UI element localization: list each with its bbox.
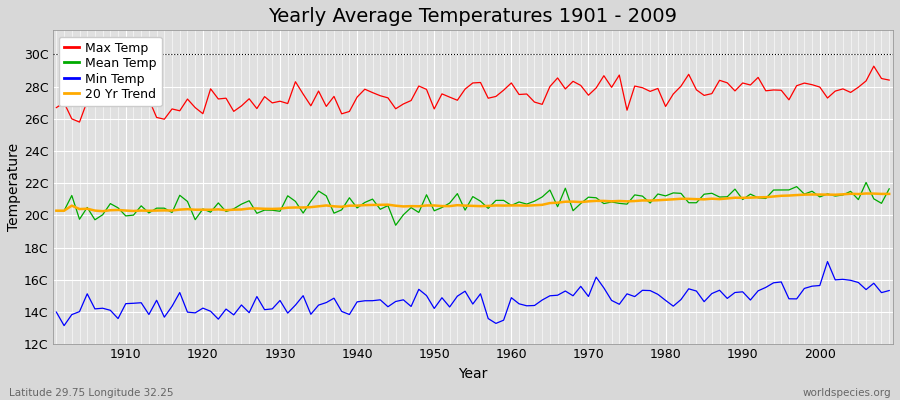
Text: Latitude 29.75 Longitude 32.25: Latitude 29.75 Longitude 32.25 [9, 388, 174, 398]
Title: Yearly Average Temperatures 1901 - 2009: Yearly Average Temperatures 1901 - 2009 [268, 7, 678, 26]
Text: worldspecies.org: worldspecies.org [803, 388, 891, 398]
X-axis label: Year: Year [458, 367, 488, 381]
Y-axis label: Temperature: Temperature [7, 143, 21, 231]
Legend: Max Temp, Mean Temp, Min Temp, 20 Yr Trend: Max Temp, Mean Temp, Min Temp, 20 Yr Tre… [58, 36, 161, 106]
